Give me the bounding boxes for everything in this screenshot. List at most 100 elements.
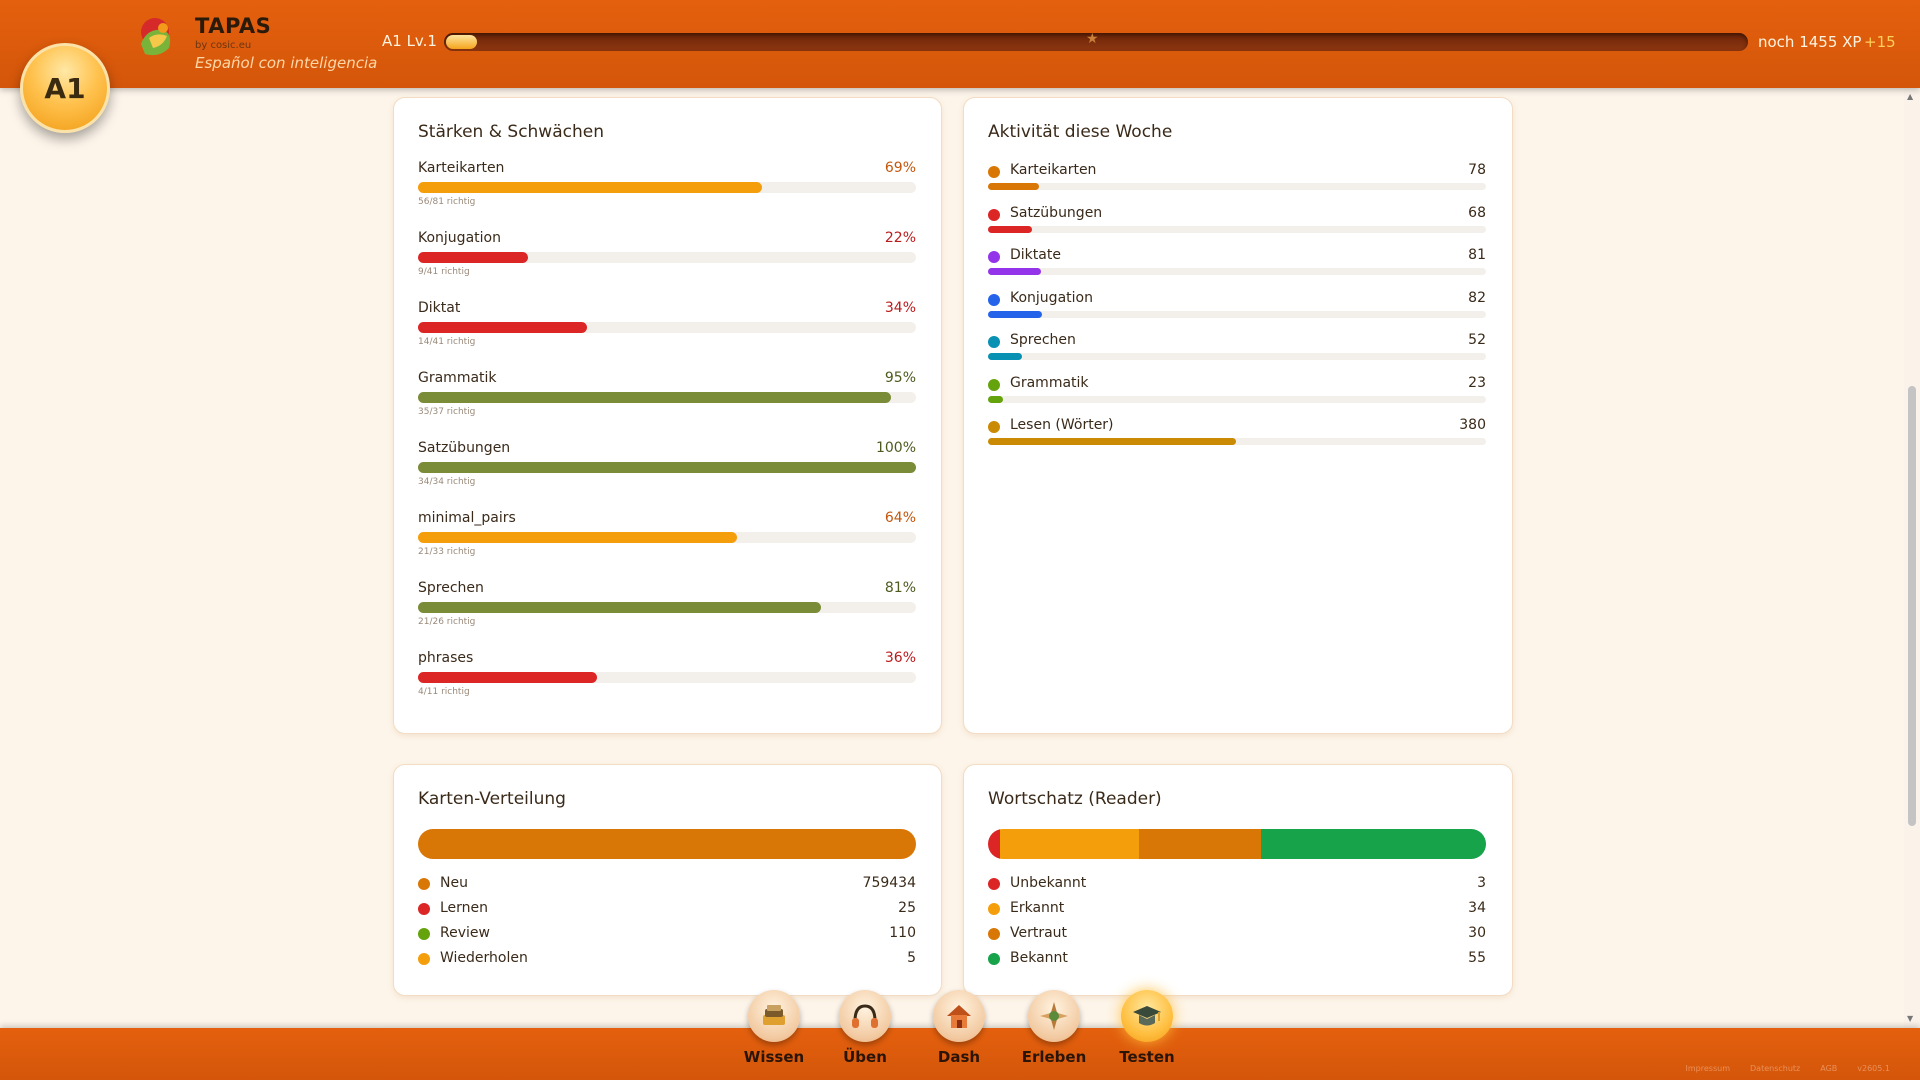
scroll-down-arrow-icon[interactable]: ▼ (1907, 1014, 1914, 1023)
activity-item[interactable]: Lesen (Wörter) 380 (988, 417, 1486, 457)
legend-label: Unbekannt (1010, 875, 1087, 891)
compass-icon[interactable] (1028, 990, 1080, 1042)
strength-name: minimal_pairs (418, 510, 516, 526)
legend-label: Wiederholen (440, 950, 528, 966)
activity-bar-track (988, 438, 1486, 445)
strength-name: Konjugation (418, 230, 501, 246)
footer-link-agb[interactable]: AGB (1820, 1064, 1838, 1073)
activity-item[interactable]: Sprechen 52 (988, 332, 1486, 372)
legend-label: Erkannt (1010, 900, 1065, 916)
activity-item[interactable]: Karteikarten 78 (988, 162, 1486, 202)
legend-item: Vertraut 30 (988, 925, 1486, 945)
vocab-bar (988, 829, 1486, 859)
scroll-up-arrow-icon[interactable]: ▲ (1907, 92, 1914, 101)
strength-item[interactable]: Grammatik 95% 35/37 richtig (418, 370, 916, 430)
strength-item[interactable]: Sprechen 81% 21/26 richtig (418, 580, 916, 640)
legend-label: Lernen (440, 900, 489, 916)
legend-item: Lernen 25 (418, 900, 916, 920)
scrollbar-thumb[interactable] (1908, 386, 1916, 826)
tapas-logo-icon[interactable] (133, 14, 181, 62)
activity-bar-track (988, 268, 1486, 275)
legend-label: Vertraut (1010, 925, 1068, 941)
legend-dot (988, 928, 1000, 940)
strength-item[interactable]: Diktat 34% 14/41 richtig (418, 300, 916, 360)
strength-percent: 81% (884, 580, 916, 596)
activity-item[interactable]: Satzübungen 68 (988, 205, 1486, 245)
nav-üben[interactable]: Üben (825, 990, 905, 1080)
strength-bar-fill (418, 182, 762, 193)
nav-erleben[interactable]: Erleben (1014, 990, 1094, 1080)
vocab-card: Wortschatz (Reader) Unbekannt 3 Erkannt 34 V… (963, 764, 1513, 996)
legend-value: 30 (1468, 925, 1486, 941)
page-scrollbar[interactable]: ▲ ▼ (1904, 88, 1920, 1028)
vocab-segment (1261, 829, 1486, 859)
activity-item[interactable]: Diktate 81 (988, 247, 1486, 287)
strength-item[interactable]: Karteikarten 69% 56/81 richtig (418, 160, 916, 220)
strength-bar-track (418, 322, 916, 333)
strength-percent: 36% (884, 650, 916, 666)
activity-bar-track (988, 183, 1486, 190)
activity-value: 82 (1468, 289, 1486, 306)
nav-label[interactable]: Üben (843, 1048, 887, 1066)
top-header: TAPAS by cosic.eu Español con inteligenc… (0, 0, 1920, 88)
strength-name: Satzübungen (418, 440, 511, 456)
legend-label: Neu (440, 875, 468, 891)
legend-value: 34 (1468, 900, 1486, 916)
activity-name: Satzübungen (1010, 204, 1103, 221)
strength-correct-count: 34/34 richtig (418, 477, 476, 487)
activity-title: Aktivität diese Woche (988, 122, 1173, 142)
level-badge[interactable]: A1 (20, 43, 110, 133)
house-icon[interactable] (933, 990, 985, 1042)
nav-label[interactable]: Erleben (1021, 1048, 1087, 1066)
legend-item: Unbekannt 3 (988, 875, 1486, 895)
strength-correct-count: 21/26 richtig (418, 617, 476, 627)
strength-item[interactable]: Satzübungen 100% 34/34 richtig (418, 440, 916, 500)
headphones-icon[interactable] (839, 990, 891, 1042)
footer-link-impressum[interactable]: Impressum (1685, 1064, 1730, 1073)
graduation-cap-icon[interactable] (1121, 990, 1173, 1042)
xp-progress-fill (446, 35, 478, 49)
activity-item[interactable]: Konjugation 82 (988, 290, 1486, 330)
legend-dot (418, 878, 430, 890)
strength-bar-fill (418, 392, 892, 403)
legend-dot (418, 953, 430, 965)
activity-dot (988, 166, 1000, 178)
nav-dash[interactable]: Dash (919, 990, 999, 1080)
strength-percent: 64% (884, 510, 916, 526)
strength-item[interactable]: minimal_pairs 64% 21/33 richtig (418, 510, 916, 570)
legend-item: Review 110 (418, 925, 916, 945)
book-stack-icon[interactable] (748, 990, 800, 1042)
strength-percent: 34% (884, 300, 916, 316)
strength-name: phrases (418, 650, 474, 666)
activity-bar-fill (988, 438, 1236, 445)
activity-bar-fill (988, 395, 1003, 403)
footer-link-datenschutz[interactable]: Datenschutz (1750, 1064, 1801, 1073)
strength-correct-count: 14/41 richtig (418, 337, 476, 347)
nav-label[interactable]: Testen (1119, 1048, 1175, 1066)
strength-bar-fill (418, 672, 598, 683)
nav-testen[interactable]: Testen (1107, 990, 1187, 1080)
activity-bar-track (988, 353, 1486, 360)
legend-value: 55 (1468, 950, 1486, 966)
strength-item[interactable]: phrases 36% 4/11 richtig (418, 650, 916, 710)
nav-label[interactable]: Dash (937, 1048, 981, 1066)
strength-name: Grammatik (418, 370, 497, 386)
strength-bar-fill (418, 252, 528, 263)
nav-wissen[interactable]: Wissen (734, 990, 814, 1080)
legend-value: 110 (889, 925, 916, 941)
activity-bar-fill (988, 310, 1042, 318)
nav-label[interactable]: Wissen (743, 1048, 805, 1066)
activity-bar-track (988, 225, 1486, 233)
strength-item[interactable]: Konjugation 22% 9/41 richtig (418, 230, 916, 290)
strength-name: Sprechen (418, 580, 484, 596)
activity-value: 68 (1468, 204, 1486, 221)
activity-dot (988, 336, 1000, 348)
activity-item[interactable]: Grammatik 23 (988, 375, 1486, 415)
activity-bar-fill (988, 268, 1041, 275)
legend-dot (988, 878, 1000, 890)
legend-value: 759434 (862, 875, 916, 891)
strength-name: Karteikarten (418, 160, 505, 176)
xp-gain: +15 (1864, 33, 1896, 51)
card-distribution-title: Karten-Verteilung (418, 789, 566, 809)
vocab-segment (1139, 829, 1262, 859)
